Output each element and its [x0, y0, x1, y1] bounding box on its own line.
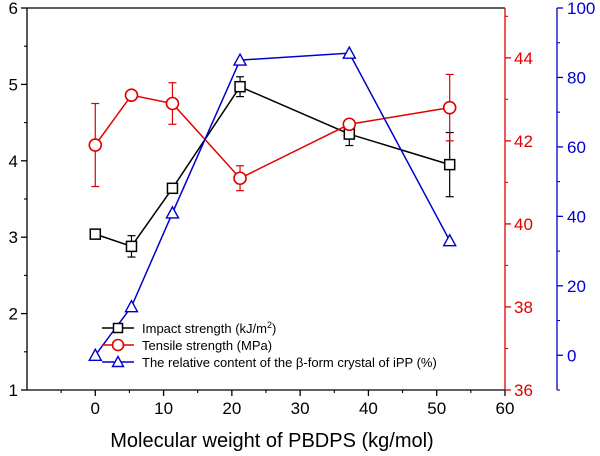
data-point [125, 240, 138, 253]
y-right-tick-label: 44 [514, 49, 533, 68]
legend-item-1: Impact strength (kJ/m2) [102, 320, 276, 336]
x-tick-label: 10 [154, 399, 173, 418]
y-outer-tick-label: 100 [567, 0, 595, 18]
y-left-tick-label: 4 [9, 152, 18, 171]
y-right-tick-label: 38 [514, 298, 533, 317]
y-left-tick-label: 5 [9, 75, 18, 94]
x-axis: 0 10 20 30 40 50 60 [27, 389, 515, 418]
series-3 [88, 45, 457, 361]
y-axis-left: 1 2 3 4 5 6 [9, 0, 28, 400]
x-tick-label: 30 [291, 399, 310, 418]
y-axis-outer: 0 20 40 60 80 100 [556, 0, 595, 391]
legend-marker [111, 355, 125, 368]
y-outer-tick-label: 20 [567, 277, 586, 296]
data-point [124, 88, 139, 102]
legend-label: The relative content of the β-form cryst… [142, 355, 437, 370]
series-layer [88, 45, 457, 361]
y-outer-tick-label: 80 [567, 68, 586, 87]
data-point [165, 205, 180, 219]
x-tick-label: 50 [427, 399, 446, 418]
data-point [442, 100, 457, 115]
y-left-tick-label: 3 [9, 228, 18, 247]
data-point [88, 138, 103, 152]
data-point [89, 228, 102, 240]
y-right-tick-label: 40 [514, 215, 533, 234]
series-line [94, 94, 450, 180]
legend-marker [111, 338, 125, 352]
data-point [234, 80, 246, 93]
legend-label: Tensile strength (MPa) [142, 338, 272, 353]
legend-item-2: Tensile strength (MPa) [102, 338, 272, 353]
y-left-tick-label: 2 [9, 305, 18, 324]
data-point [166, 182, 179, 195]
data-point [443, 158, 456, 171]
data-point [165, 96, 180, 111]
y-right-tick-label: 36 [514, 381, 533, 400]
series-1 [89, 76, 456, 258]
data-point [124, 299, 139, 313]
x-tick-label: 20 [222, 399, 241, 418]
y-axis-right: 36 38 40 42 44 [504, 8, 533, 400]
data-point [232, 52, 248, 66]
x-tick-label: 0 [91, 399, 100, 418]
legend: Impact strength (kJ/m2) Tensile strength … [102, 320, 437, 370]
x-axis-title: Molecular weight of PBDPS (kg/mol) [110, 430, 433, 452]
x-tick-label: 40 [359, 399, 378, 418]
legend-label: Impact strength (kJ/m2) [142, 320, 276, 336]
y-left-tick-label: 6 [9, 0, 18, 18]
data-point [442, 233, 457, 247]
data-point [88, 347, 103, 361]
series-line [94, 52, 451, 356]
data-point [342, 45, 357, 59]
y-right-tick-label: 42 [514, 132, 533, 151]
series-line [95, 85, 450, 248]
y-left-tick-label: 1 [9, 381, 18, 400]
data-point [342, 117, 357, 132]
data-point [233, 171, 247, 186]
series-2 [88, 73, 457, 192]
x-tick-label: 60 [496, 399, 515, 418]
y-outer-tick-label: 60 [567, 138, 586, 157]
y-outer-tick-label: 40 [567, 207, 586, 226]
legend-item-3: The relative content of the β-form cryst… [102, 355, 437, 370]
legend-marker [112, 322, 124, 334]
y-outer-tick-label: 0 [567, 346, 576, 365]
